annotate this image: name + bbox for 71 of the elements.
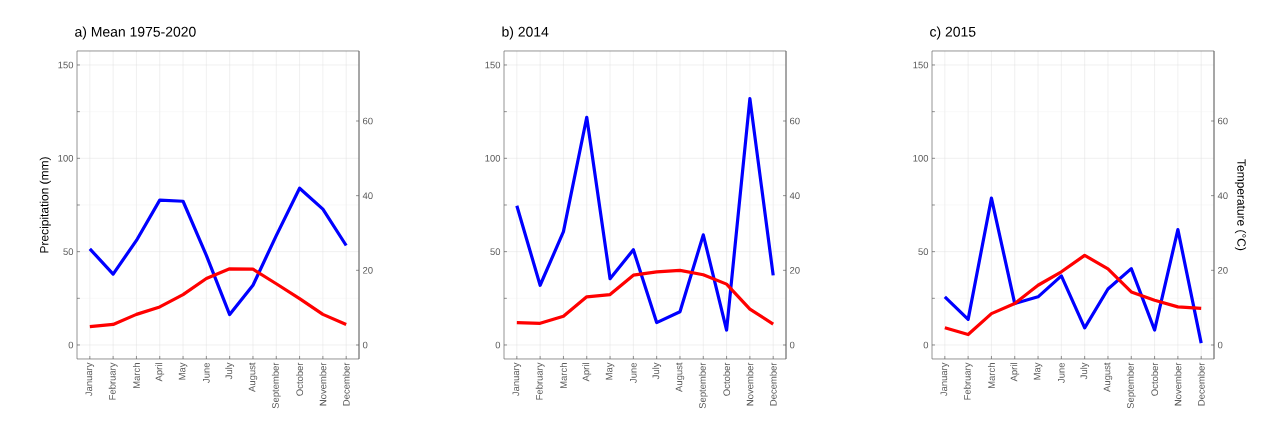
x-tick-label: February xyxy=(108,362,118,400)
line-series xyxy=(88,186,348,317)
y2-tick-label: 60 xyxy=(363,117,373,125)
y2-tick-label: 20 xyxy=(790,266,800,274)
x-tick-label: January xyxy=(512,362,522,397)
x-tick-label: November xyxy=(319,362,327,406)
y2-tick-label: 0 xyxy=(1217,341,1223,349)
x-tick-label: October xyxy=(296,362,304,396)
x-tick-label: August xyxy=(1103,362,1113,392)
x-tick-label: April xyxy=(582,363,592,382)
y2-tick-label: 20 xyxy=(1218,266,1228,274)
y2-tick-label: 20 xyxy=(363,266,373,274)
y2-tick-label: 60 xyxy=(1218,117,1228,125)
x-tick-label: July xyxy=(1080,362,1090,380)
x-tick-label: October xyxy=(723,362,731,396)
y-tick-label: 50 xyxy=(918,248,929,255)
y2-tick-label: 0 xyxy=(789,341,795,349)
y-tick-label: 50 xyxy=(63,248,74,255)
x-tick-label: July xyxy=(652,362,662,380)
x-tick-label: March xyxy=(559,363,567,389)
x-tick-label: February xyxy=(535,362,545,400)
x-tick-label: July xyxy=(225,362,235,380)
x-tick-label: December xyxy=(342,362,350,406)
y2-tick-label: 40 xyxy=(789,192,800,200)
y-tick-label: 150 xyxy=(485,61,501,69)
y-tick-label: 100 xyxy=(58,154,74,162)
x-tick-label: May xyxy=(178,362,188,380)
y2-tick-label: 40 xyxy=(1217,192,1228,200)
y2-axis-title: Temperature (°C) xyxy=(1234,159,1247,251)
x-tick-label: August xyxy=(675,362,685,392)
line-series xyxy=(943,196,1203,345)
y-tick-label: 0 xyxy=(495,341,501,349)
y-tick-label: 150 xyxy=(913,61,929,69)
x-tick-label: December xyxy=(1197,362,1205,406)
x-tick-label: February xyxy=(963,362,973,400)
chart-title: a) Mean 1975-2020 xyxy=(75,26,196,40)
line-series xyxy=(515,268,775,326)
x-tick-label: March xyxy=(987,363,995,389)
x-tick-label: October xyxy=(1151,362,1159,396)
y-tick-label: 100 xyxy=(913,154,929,162)
x-tick-label: June xyxy=(203,362,210,383)
chart-title: c) 2015 xyxy=(930,26,976,40)
x-tick-label: September xyxy=(1126,362,1136,409)
x-tick-label: May xyxy=(1033,362,1043,380)
y-tick-label: 100 xyxy=(485,154,501,162)
y-tick-label: 150 xyxy=(58,61,74,69)
y2-tick-label: 40 xyxy=(362,192,373,200)
y-tick-label: 0 xyxy=(68,341,74,349)
x-tick-label: September xyxy=(271,362,281,409)
x-tick-label: January xyxy=(85,362,95,397)
x-tick-label: March xyxy=(132,363,140,389)
x-tick-label: November xyxy=(1174,362,1182,406)
line-series xyxy=(943,253,1203,337)
x-tick-label: April xyxy=(155,363,165,382)
y2-tick-label: 60 xyxy=(790,117,800,125)
line-series xyxy=(515,96,775,332)
x-tick-label: April xyxy=(1010,363,1020,382)
x-tick-label: June xyxy=(1058,362,1065,383)
y-tick-label: 50 xyxy=(490,248,501,255)
x-tick-label: November xyxy=(746,362,754,406)
x-tick-label: August xyxy=(248,362,258,392)
chart-title: b) 2014 xyxy=(502,26,549,40)
line-series xyxy=(88,267,348,329)
y-tick-label: 0 xyxy=(923,341,929,349)
y-axis-title: Precipitation (mm) xyxy=(39,157,51,253)
x-tick-label: December xyxy=(769,362,777,406)
x-tick-label: September xyxy=(698,362,708,409)
x-tick-label: June xyxy=(630,362,637,383)
y2-tick-label: 0 xyxy=(362,341,368,349)
x-tick-label: January xyxy=(940,362,950,397)
x-tick-label: May xyxy=(605,362,615,380)
